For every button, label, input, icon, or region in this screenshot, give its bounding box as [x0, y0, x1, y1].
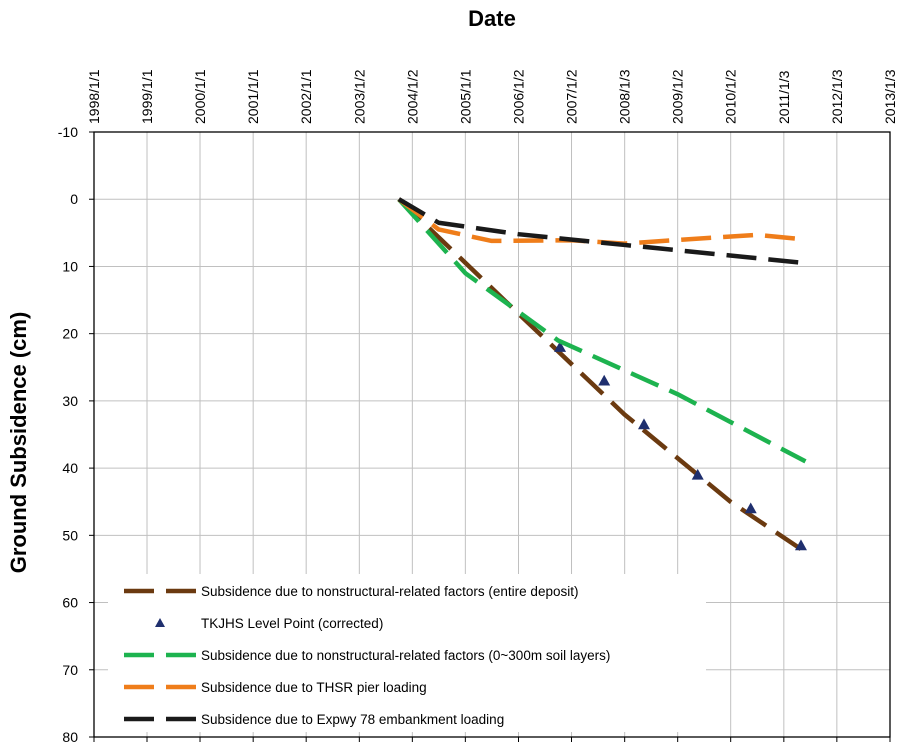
y-tick-label: 70 — [62, 662, 78, 678]
series-2-marker — [691, 468, 704, 480]
x-tick-label: 1998/1/1 — [86, 69, 102, 124]
legend-box — [108, 574, 706, 732]
y-tick-label: 0 — [70, 191, 78, 207]
x-tick-label: 2011/1/3 — [776, 70, 792, 124]
x-tick-label: 2013/1/3 — [882, 69, 897, 124]
x-axis-title: Date — [468, 6, 516, 31]
y-tick-label: 60 — [62, 595, 78, 611]
x-tick-label: 2005/1/1 — [457, 69, 473, 124]
x-tick-label: 2002/1/1 — [298, 69, 314, 124]
x-tick-label: 2003/1/2 — [351, 69, 367, 124]
x-tick-label: 2012/1/3 — [829, 69, 845, 124]
series-2-marker — [744, 502, 757, 514]
y-tick-label: 30 — [62, 393, 78, 409]
x-tick-label: 2007/1/2 — [564, 69, 580, 124]
plot-area-frame — [93, 131, 891, 738]
series-2-marker — [794, 539, 807, 551]
series-3-line — [397, 197, 807, 464]
series-4-line — [397, 197, 806, 246]
x-axis-ticks: 1998/1/1 1999/1/1 2000/1/1 2001/1/1 2002/1/1… — [86, 69, 897, 742]
legend-label-4: Subsidence due to THSR pier loading — [201, 680, 427, 695]
y-tick-label: -10 — [58, 124, 78, 140]
series-5-line — [397, 197, 806, 266]
y-tick-label: 80 — [62, 729, 78, 745]
y-axis-title: Ground Subsidence (cm) — [6, 312, 31, 574]
x-tick-label: 2004/1/2 — [404, 69, 420, 124]
data-series — [397, 197, 807, 555]
x-tick-label: 2008/1/3 — [617, 69, 633, 124]
legend-label-2: TKJHS Level Point (corrected) — [201, 616, 383, 631]
y-tick-label: 40 — [62, 460, 78, 476]
x-tick-label: 2000/1/1 — [192, 69, 208, 124]
series-2-marker — [598, 374, 611, 386]
y-axis-ticks: -10 0 10 20 30 40 50 60 70 80 — [58, 124, 94, 745]
x-tick-label: 2001/1/1 — [245, 69, 261, 124]
legend-label-3: Subsidence due to nonstructural-related … — [201, 648, 610, 663]
x-tick-label: 2009/1/2 — [670, 69, 686, 124]
legend-label-1: Subsidence due to nonstructural-related … — [201, 584, 578, 599]
series-2-marker — [554, 341, 567, 352]
y-tick-label: 50 — [62, 527, 78, 543]
legend-marker-2 — [155, 618, 165, 627]
legend-label-5: Subsidence due to Expwy 78 embankment lo… — [201, 712, 504, 727]
series-1-line — [397, 197, 807, 555]
legend: Subsidence due to nonstructural-related … — [108, 574, 706, 732]
series-2-marker — [637, 418, 650, 430]
x-tick-label: 2010/1/2 — [723, 69, 739, 124]
x-tick-label: 1999/1/1 — [139, 69, 155, 124]
y-tick-label: 10 — [62, 258, 78, 274]
y-tick-label: 20 — [62, 326, 78, 342]
x-tick-label: 2006/1/2 — [511, 69, 527, 124]
